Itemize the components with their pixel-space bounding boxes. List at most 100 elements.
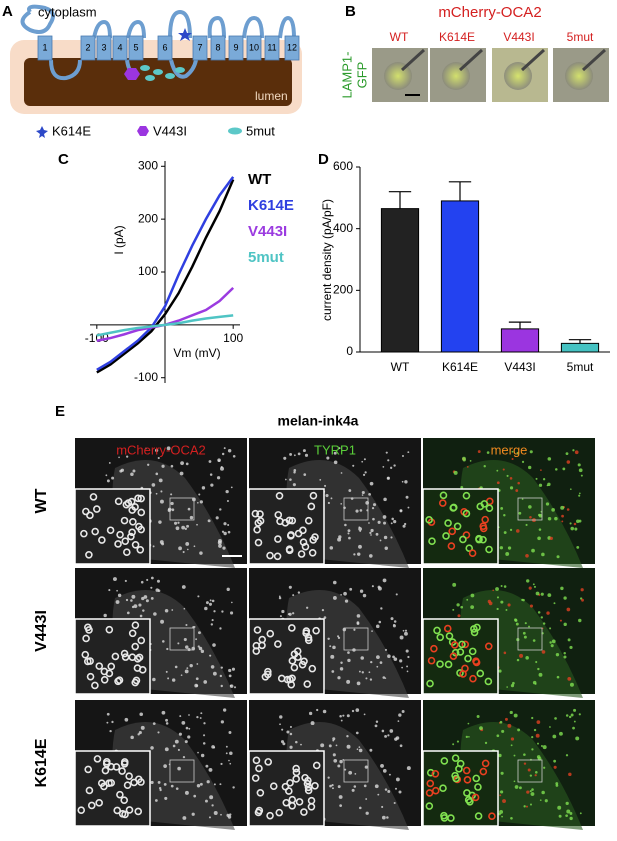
speckle xyxy=(578,494,581,497)
speckle xyxy=(359,509,363,512)
speckle xyxy=(543,766,546,769)
speckle xyxy=(407,451,410,454)
inset-vesicle xyxy=(275,491,284,500)
speckle xyxy=(339,667,344,671)
speckle xyxy=(452,582,457,587)
speckle xyxy=(358,544,362,549)
speckle xyxy=(183,607,186,610)
speckle xyxy=(166,446,171,451)
speckle xyxy=(196,715,199,719)
inset-vesicle xyxy=(125,806,134,814)
speckle xyxy=(502,468,505,471)
speckle xyxy=(544,799,548,803)
inset-vesicle xyxy=(123,548,131,556)
speckle xyxy=(348,489,352,492)
speckle xyxy=(196,501,199,504)
speckle xyxy=(379,661,383,664)
inset-vesicle xyxy=(425,789,434,797)
helix-number: 7 xyxy=(197,42,202,52)
speckle xyxy=(539,799,542,801)
speckle xyxy=(501,815,503,818)
speckle xyxy=(226,500,229,503)
row-label: LAMP1- xyxy=(339,52,354,99)
speckle xyxy=(507,546,512,550)
speckle xyxy=(283,456,287,460)
inset-vesicle xyxy=(111,652,120,661)
speckle xyxy=(534,774,537,777)
column-label: TYRP1 xyxy=(314,442,356,457)
speckle xyxy=(171,609,174,611)
speckle xyxy=(147,463,150,466)
inset-vesicle xyxy=(131,642,139,651)
speckle xyxy=(549,627,552,630)
speckle xyxy=(398,790,402,794)
speckle xyxy=(152,545,155,548)
speckle xyxy=(407,655,410,659)
speckle xyxy=(117,593,122,598)
inset-vesicle xyxy=(120,516,129,525)
speckle xyxy=(390,466,393,469)
speckle xyxy=(327,637,330,640)
inset-vesicle xyxy=(440,757,449,765)
speckle xyxy=(292,594,295,597)
speckle xyxy=(184,669,189,674)
speckle xyxy=(351,709,355,713)
speckle xyxy=(333,460,338,465)
speckle xyxy=(199,551,203,555)
speckle xyxy=(279,615,282,618)
speckle xyxy=(509,528,513,531)
speckle xyxy=(351,788,355,792)
inset-vesicle xyxy=(304,776,312,785)
speckle xyxy=(187,735,191,739)
speckle xyxy=(517,728,521,732)
speckle xyxy=(503,651,507,655)
speckle xyxy=(469,460,472,462)
speckle xyxy=(568,715,572,719)
5mut-markers xyxy=(140,65,185,81)
inset-vesicle xyxy=(266,811,274,820)
speckle xyxy=(170,784,174,788)
speckle xyxy=(391,517,394,521)
speckle xyxy=(222,546,226,550)
speckle xyxy=(566,460,571,464)
panel-label: A xyxy=(2,3,13,20)
panel-label: E xyxy=(55,403,65,420)
inset-vesicle xyxy=(287,531,295,539)
speckle xyxy=(457,614,461,618)
speckle xyxy=(289,725,292,728)
speckle xyxy=(198,493,201,496)
speckle xyxy=(348,536,351,540)
speckle xyxy=(368,522,370,524)
speckle xyxy=(541,650,546,654)
inset-vesicle xyxy=(105,625,114,634)
speckle xyxy=(363,713,366,716)
inset-vesicle xyxy=(292,764,300,773)
speckle xyxy=(155,448,159,453)
inset-vesicle xyxy=(295,798,304,806)
speckle xyxy=(359,806,362,810)
speckle xyxy=(406,766,411,771)
speckle xyxy=(394,737,398,741)
speckle xyxy=(375,720,379,723)
inset-vesicle xyxy=(254,538,263,547)
lumen-label: lumen xyxy=(255,89,288,103)
speckle xyxy=(388,773,391,776)
speckle xyxy=(330,497,333,500)
speckle xyxy=(370,534,372,536)
speckle xyxy=(532,639,536,642)
inset-vesicle xyxy=(479,535,487,544)
speckle xyxy=(509,486,514,490)
speckle xyxy=(150,586,153,589)
helix-number: 11 xyxy=(267,42,276,52)
speckle xyxy=(355,708,360,712)
inset-vesicle xyxy=(107,662,116,671)
inset-vesicle xyxy=(304,786,313,795)
speckle xyxy=(535,771,538,774)
speckle xyxy=(383,521,387,525)
inset-vesicle xyxy=(436,633,445,642)
inset-vesicle xyxy=(107,779,116,787)
speckle xyxy=(560,505,565,510)
inset-vesicle xyxy=(463,789,471,797)
inset-vesicle xyxy=(125,772,133,780)
speckle xyxy=(150,746,154,750)
